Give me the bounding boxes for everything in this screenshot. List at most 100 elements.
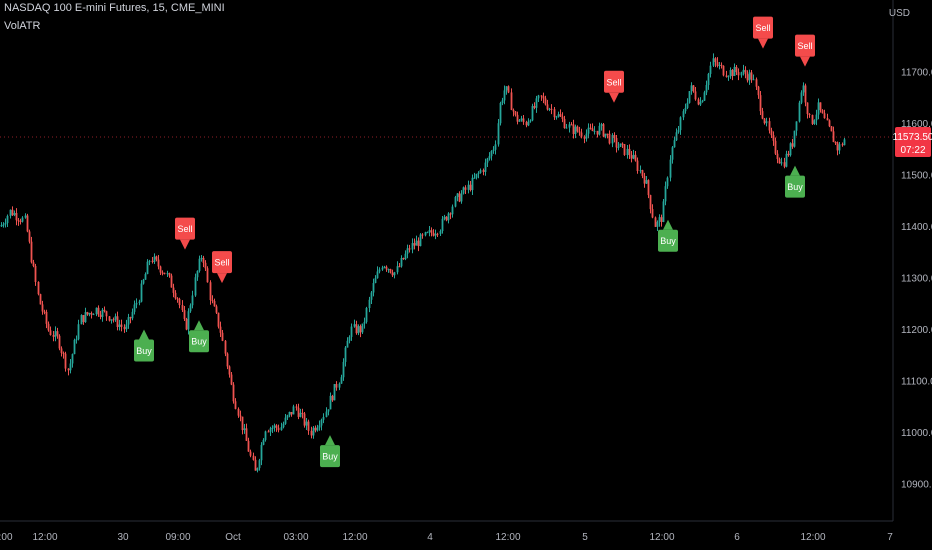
candle-body (752, 79, 755, 81)
candle-body (679, 117, 682, 131)
candle-body (335, 384, 338, 388)
candle-body (823, 113, 826, 119)
candle-body (13, 212, 16, 216)
candle-body (647, 180, 650, 196)
candle-body (591, 128, 594, 132)
candle-body (735, 66, 738, 73)
candle-body (449, 213, 452, 215)
candle-body (426, 232, 429, 234)
candle-body (26, 215, 29, 232)
candle-body (737, 72, 740, 76)
candle-body (254, 459, 257, 471)
svg-text:Buy: Buy (136, 346, 152, 356)
candle-body (535, 98, 538, 108)
candle-body (196, 270, 199, 278)
candle-body (110, 319, 113, 321)
svg-text:Buy: Buy (660, 236, 676, 246)
candle-body (370, 292, 373, 300)
candle-body (563, 118, 566, 128)
candle-body (677, 130, 680, 133)
candle-body (518, 120, 521, 122)
candle-body (314, 427, 317, 431)
sell-signal[interactable]: Sell (753, 16, 773, 49)
candle-body (267, 431, 270, 433)
buy-signal[interactable]: Buy (189, 320, 209, 353)
candle-body (473, 177, 476, 179)
candle-body (103, 309, 106, 312)
candle-body (559, 114, 562, 117)
candle-body (82, 315, 85, 323)
candle-body (245, 428, 248, 441)
candle-body (159, 266, 162, 273)
x-tick-label: Oct (225, 532, 241, 543)
candle-body (596, 130, 599, 135)
candle-body (234, 401, 237, 409)
candle-body (561, 116, 564, 119)
candle-body (441, 218, 444, 232)
candle-body (802, 85, 805, 93)
candle-body (490, 151, 493, 157)
candle-body (161, 272, 164, 274)
candle-body (634, 154, 637, 161)
candle-body (658, 217, 661, 222)
indicator-label[interactable]: VolATR (4, 20, 41, 32)
candle-body (178, 298, 181, 306)
candle-body (662, 201, 665, 223)
candle-body (163, 272, 166, 275)
candle-body (768, 121, 771, 131)
candle-body (374, 278, 377, 283)
candle-body (299, 412, 302, 417)
candle-body (45, 311, 48, 324)
candle-body (301, 412, 304, 414)
candle-body (477, 172, 480, 174)
candle-body (669, 159, 672, 178)
candle-body (125, 324, 128, 330)
candle-body (404, 253, 407, 260)
candle-body (247, 440, 250, 452)
sell-signal[interactable]: Sell (175, 217, 195, 250)
y-tick-label: 11700.00 (901, 67, 932, 78)
sell-signal[interactable]: Sell (795, 34, 815, 67)
candle-body (43, 311, 46, 313)
sell-signal[interactable]: Sell (604, 70, 624, 103)
candle-body (391, 272, 394, 276)
candle-body (608, 133, 611, 144)
candle-body (576, 126, 579, 132)
candle-body (146, 261, 149, 275)
candle-body (331, 395, 334, 401)
sell-signal[interactable]: Sell (212, 251, 232, 284)
candle-body (153, 256, 156, 262)
buy-signal[interactable]: Buy (320, 435, 340, 468)
candle-body (834, 142, 837, 144)
candle-body (542, 96, 545, 99)
candle-body (821, 110, 824, 114)
candle-body (430, 230, 433, 233)
candle-body (776, 153, 779, 160)
candle-body (675, 132, 678, 141)
candle-body (340, 377, 343, 384)
candle-body (572, 124, 575, 135)
buy-signal[interactable]: Buy (785, 165, 805, 198)
candle-body (514, 111, 517, 115)
candle-body (462, 187, 465, 194)
candle-body (703, 92, 706, 101)
candle-body (783, 162, 786, 167)
candle-body (419, 234, 422, 247)
y-tick-label: 11000.00 (901, 428, 932, 439)
candle-body (697, 99, 700, 105)
buy-signal[interactable]: Buy (658, 219, 678, 252)
candle-body (305, 421, 308, 426)
candle-body (548, 108, 551, 110)
buy-signal[interactable]: Buy (134, 329, 154, 362)
candle-body (718, 64, 721, 66)
candle-body (701, 100, 704, 103)
candle-body (716, 62, 719, 66)
candle-body (705, 85, 708, 93)
candle-body (757, 86, 760, 96)
svg-text:Sell: Sell (177, 224, 192, 234)
candle-body (806, 102, 809, 114)
candle-body (811, 114, 814, 124)
symbol-title[interactable]: NASDAQ 100 E-mini Futures, 15, CME_MINI (4, 2, 225, 14)
candle-body (217, 312, 220, 327)
